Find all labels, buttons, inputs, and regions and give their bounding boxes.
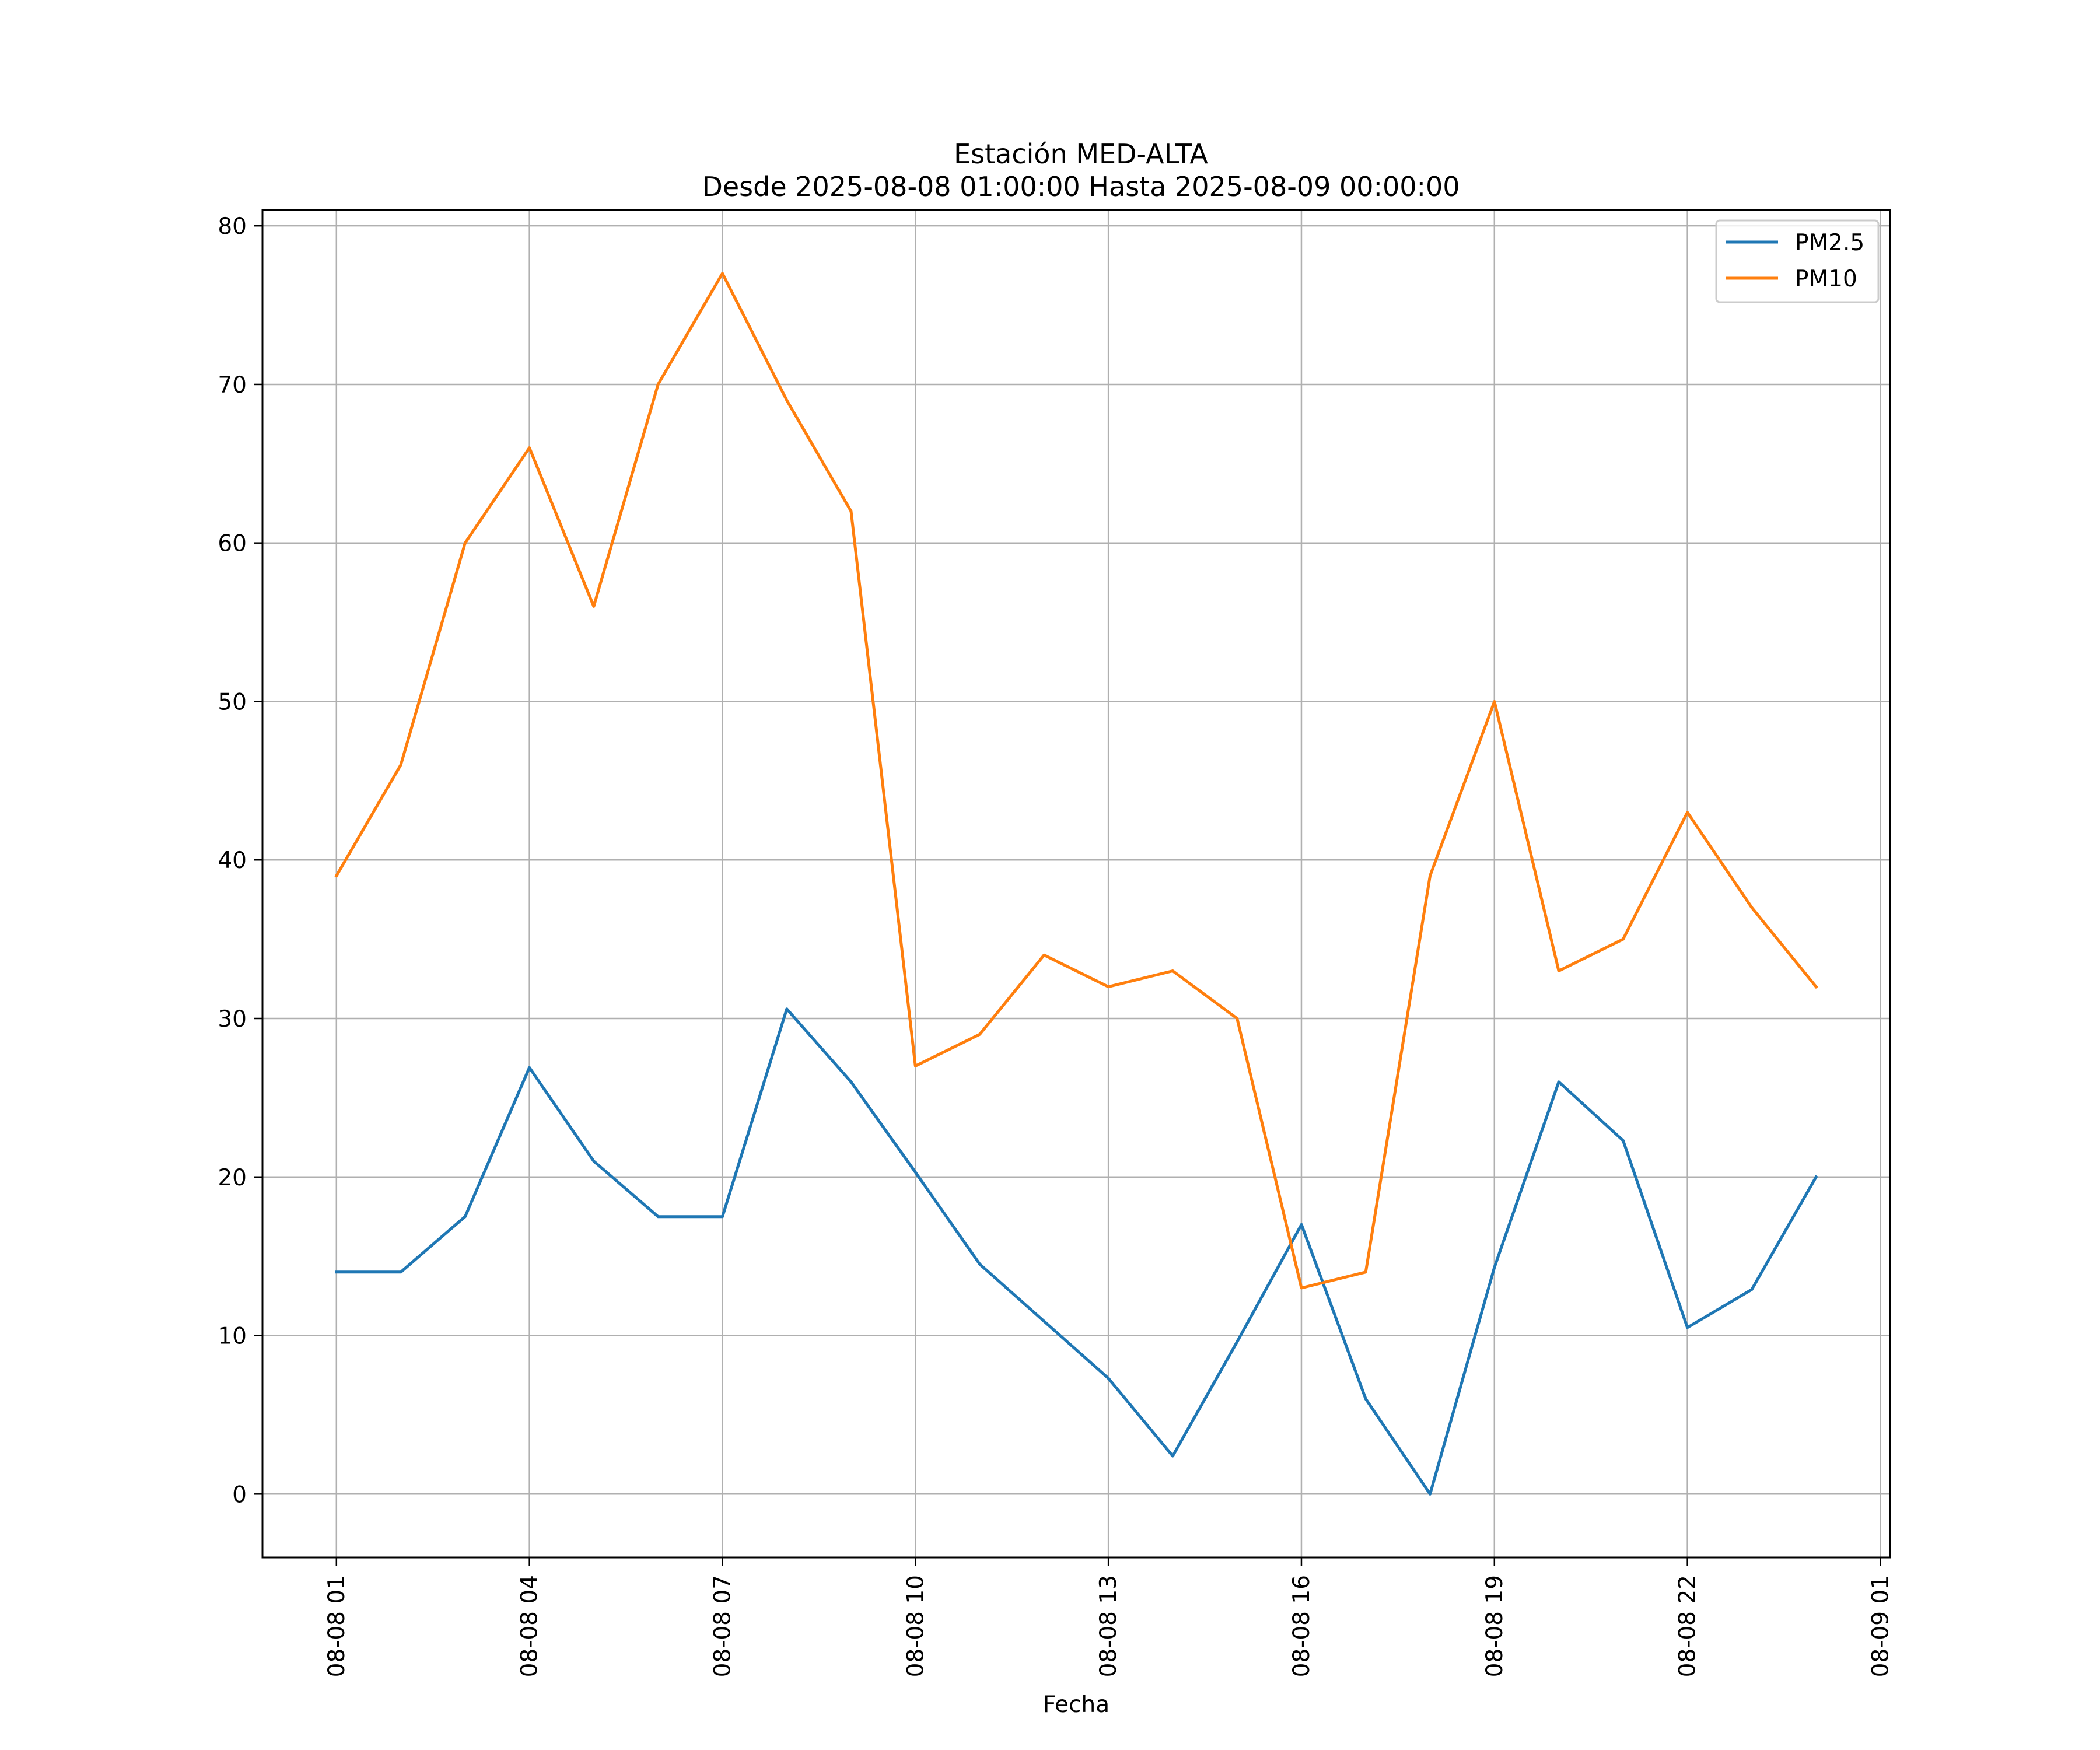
- x-tick-label: 08-08 19: [1482, 1575, 1508, 1677]
- x-tick-label: 08-09 01: [1867, 1575, 1894, 1677]
- x-axis-label: Fecha: [1043, 1692, 1110, 1718]
- series-lines: [334, 272, 1818, 1496]
- chart-title: Estación MED-ALTA: [954, 138, 1208, 170]
- legend-label-pm10: PM10: [1795, 266, 1857, 292]
- y-tick-label: 10: [218, 1324, 247, 1350]
- plot-frame: [261, 209, 1891, 1559]
- chart-subtitle: Desde 2025-08-08 01:00:00 Hasta 2025-08-…: [702, 171, 1460, 202]
- x-tick-label: 08-08 22: [1675, 1575, 1701, 1677]
- x-tick-label: 08-08 07: [709, 1575, 736, 1677]
- x-tick-label: 08-08 13: [1096, 1575, 1122, 1677]
- y-tick-label: 20: [218, 1165, 247, 1191]
- series-line-1: [334, 272, 1818, 1290]
- y-tick-label: 40: [218, 848, 247, 874]
- series-line-0: [335, 1007, 1818, 1496]
- y-tick-label: 0: [232, 1482, 247, 1508]
- grid: [262, 210, 1890, 1558]
- x-axis-ticks: 08-08 01 08-08 04 08-08 07 08-08 10 08-08 13…: [324, 1558, 1894, 1677]
- x-tick-label: 08-08 10: [902, 1575, 929, 1677]
- y-tick-label: 80: [218, 214, 247, 240]
- x-tick-label: 08-08 16: [1289, 1575, 1315, 1677]
- y-tick-label: 50: [218, 689, 247, 715]
- legend-label-pm25: PM2.5: [1795, 230, 1864, 256]
- legend: PM2.5 PM10: [1715, 219, 1880, 303]
- x-tick-label: 08-08 04: [517, 1575, 543, 1677]
- x-tick-label: 08-08 01: [324, 1575, 350, 1677]
- y-tick-label: 70: [218, 372, 247, 398]
- y-tick-label: 60: [218, 531, 247, 557]
- y-tick-label: 30: [218, 1006, 247, 1032]
- y-axis-ticks: 0 10 20 30 40 50 60 70 80: [218, 214, 262, 1508]
